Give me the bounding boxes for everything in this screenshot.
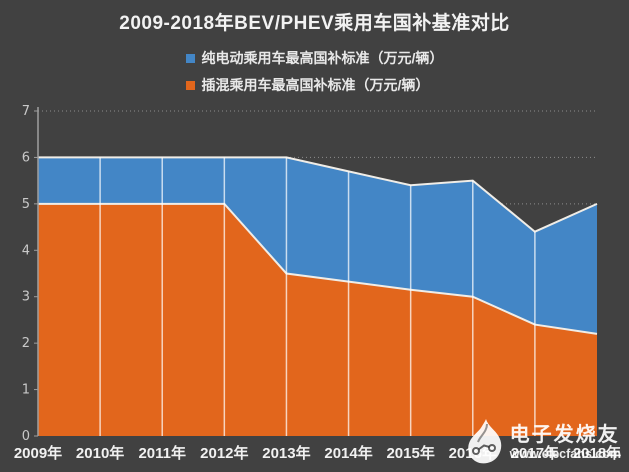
legend: 纯电动乘用车最高国补标准（万元/辆） 插混乘用车最高国补标准（万元/辆）: [0, 48, 629, 95]
y-tick-label: 3: [22, 290, 30, 305]
x-tick-label: 2018年: [573, 444, 621, 462]
legend-label-bev: 纯电动乘用车最高国补标准（万元/辆）: [201, 50, 444, 66]
watermark-url: www.elecfans.com: [509, 447, 621, 461]
chart-title: 2009-2018年BEV/PHEV乘用车国补基准对比: [119, 13, 510, 34]
phev-area: [38, 203, 597, 436]
legend-swatch-bev-icon: [185, 53, 195, 63]
legend-item-bev: 纯电动乘用车最高国补标准（万元/辆）: [185, 48, 444, 68]
y-tick-label: 4: [22, 243, 30, 258]
legend-label-phev: 插混乘用车最高国补标准（万元/辆）: [201, 77, 430, 93]
x-tick-label: 2010年: [76, 444, 124, 462]
x-tick-label: 2014年: [324, 444, 372, 462]
watermark: 电子发烧友 www.elecfans.com: [465, 418, 621, 468]
bev-area-edge: [38, 156, 598, 233]
y-tick-label: 1: [22, 383, 30, 398]
y-tick-label: 2: [22, 336, 30, 351]
y-tick-label: 0: [22, 429, 30, 444]
elecfans-logo-icon: [467, 419, 501, 464]
x-tick-label: 2009年: [14, 444, 62, 462]
y-tick-label: 6: [22, 150, 30, 165]
legend-rows: 纯电动乘用车最高国补标准（万元/辆） 插混乘用车最高国补标准（万元/辆）: [185, 48, 444, 95]
x-tick-label: 2015年: [386, 444, 434, 462]
watermark-brand: 电子发烧友: [509, 424, 620, 446]
y-tick-label: 5: [22, 197, 30, 212]
x-tick-label: 2011年: [138, 444, 186, 462]
x-tick-label: 2012年: [200, 444, 248, 462]
x-tick-label: 2013年: [262, 444, 310, 462]
y-tick-label: 7: [22, 104, 30, 119]
legend-swatch-phev-icon: [185, 80, 195, 90]
legend-item-phev: 插混乘用车最高国补标准（万元/辆）: [185, 75, 430, 95]
x-tick-label: 2017年: [511, 444, 559, 462]
phev-area-edge: [38, 202, 598, 335]
watermark-text: 电子发烧友 www.elecfans.com: [509, 424, 621, 462]
